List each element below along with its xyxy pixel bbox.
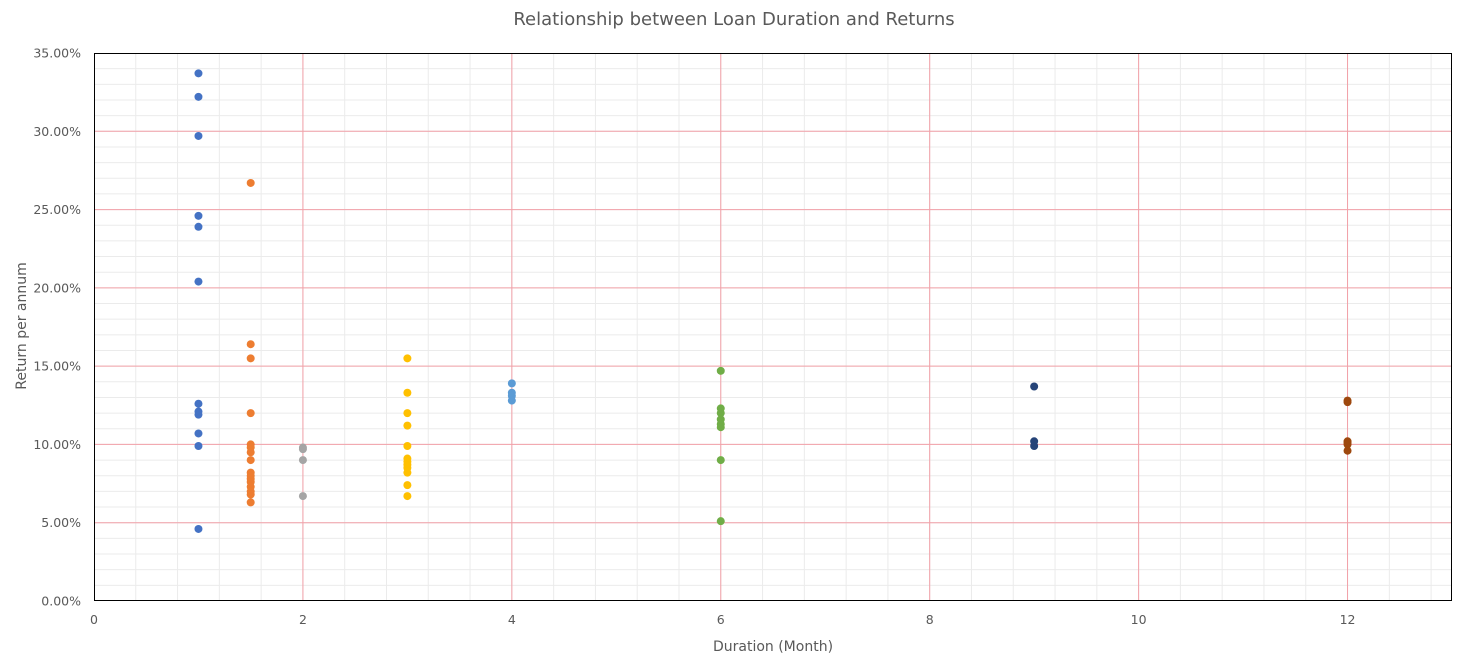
y-tick-label: 30.00% bbox=[33, 124, 81, 139]
data-point bbox=[298, 445, 307, 454]
y-tick-label: 35.00% bbox=[33, 46, 81, 61]
data-point bbox=[716, 366, 725, 375]
data-point bbox=[1343, 398, 1352, 407]
y-tick-label: 20.00% bbox=[33, 280, 81, 295]
data-point bbox=[716, 456, 725, 465]
data-point bbox=[246, 409, 255, 418]
x-tick-label: 4 bbox=[508, 612, 516, 627]
y-tick-label: 25.00% bbox=[33, 202, 81, 217]
data-point bbox=[298, 456, 307, 465]
data-point bbox=[194, 410, 203, 419]
y-tick-label: 15.00% bbox=[33, 359, 81, 374]
data-point bbox=[1343, 446, 1352, 455]
data-point bbox=[246, 178, 255, 187]
plot-area-border bbox=[94, 53, 1452, 601]
data-point bbox=[246, 354, 255, 363]
data-points bbox=[194, 69, 1352, 533]
data-point bbox=[403, 409, 412, 418]
data-point bbox=[716, 517, 725, 526]
x-tick-label: 10 bbox=[1131, 612, 1147, 627]
data-point bbox=[403, 421, 412, 430]
x-axis-title: Duration (Month) bbox=[713, 639, 833, 655]
data-point bbox=[194, 131, 203, 140]
data-point bbox=[403, 441, 412, 450]
y-tick-label: 10.00% bbox=[33, 437, 81, 452]
data-point bbox=[194, 222, 203, 231]
data-point bbox=[194, 69, 203, 78]
y-tick-label: 0.00% bbox=[41, 594, 81, 609]
y-tick-label: 5.00% bbox=[41, 515, 81, 530]
data-point bbox=[246, 498, 255, 507]
data-point bbox=[246, 448, 255, 457]
data-point bbox=[403, 492, 412, 501]
data-point bbox=[194, 211, 203, 220]
x-tick-label: 6 bbox=[717, 612, 725, 627]
x-tick-label: 2 bbox=[299, 612, 307, 627]
data-point bbox=[194, 399, 203, 408]
data-point bbox=[298, 492, 307, 501]
data-point bbox=[194, 92, 203, 101]
y-axis-tick-labels: 0.00% 5.00% 10.00% 15.00% 20.00% 25.00% 30.00%… bbox=[33, 46, 81, 609]
data-point bbox=[507, 396, 516, 405]
data-point bbox=[1030, 382, 1039, 391]
data-point bbox=[194, 429, 203, 438]
data-point bbox=[403, 388, 412, 397]
minor-gridlines bbox=[94, 53, 1452, 601]
data-point bbox=[716, 409, 725, 418]
data-point bbox=[194, 277, 203, 286]
chart-title: Relationship between Loan Duration and R… bbox=[513, 9, 954, 30]
y-axis-title: Return per annum bbox=[14, 262, 30, 389]
x-axis-tick-labels: 0 2 4 6 8 10 12 bbox=[90, 612, 1355, 627]
data-point bbox=[194, 524, 203, 533]
data-point bbox=[507, 379, 516, 388]
major-gridlines bbox=[94, 53, 1452, 601]
data-point bbox=[194, 441, 203, 450]
data-point bbox=[716, 423, 725, 432]
data-point bbox=[1030, 441, 1039, 450]
data-point bbox=[246, 456, 255, 465]
x-tick-label: 8 bbox=[926, 612, 934, 627]
data-point bbox=[403, 468, 412, 477]
data-point bbox=[246, 490, 255, 499]
x-tick-label: 12 bbox=[1340, 612, 1356, 627]
data-point bbox=[1343, 440, 1352, 449]
data-point bbox=[403, 354, 412, 363]
x-tick-label: 0 bbox=[90, 612, 98, 627]
data-point bbox=[403, 481, 412, 490]
data-point bbox=[246, 340, 255, 349]
